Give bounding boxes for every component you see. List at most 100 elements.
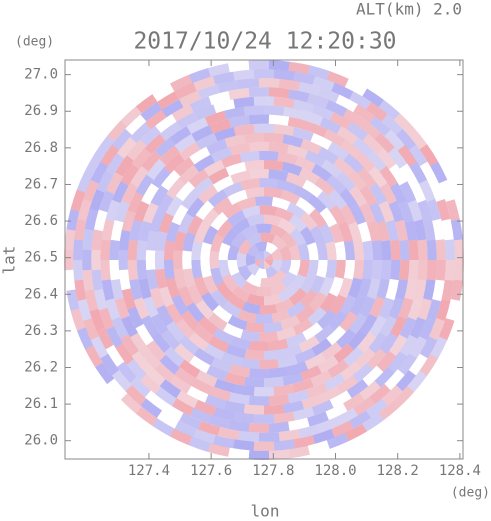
echo-cell	[109, 260, 120, 281]
echo-cell	[182, 268, 196, 288]
echo-cell	[349, 295, 367, 316]
echo-cell	[218, 260, 231, 278]
x-axis-label: lon	[251, 502, 280, 521]
echo-cell	[379, 182, 397, 205]
echo-cell	[423, 219, 436, 241]
echo-cell	[273, 411, 295, 424]
echo-cell	[311, 338, 332, 357]
echo-cell	[249, 141, 269, 152]
echo-cell	[429, 318, 445, 341]
echo-cell	[299, 211, 318, 231]
echo-cell	[293, 99, 315, 113]
echo-cell	[327, 359, 349, 379]
echo-cell	[193, 154, 215, 173]
echo-cell	[311, 399, 334, 416]
echo-cell	[191, 260, 203, 279]
echo-cell	[292, 184, 313, 202]
x-tick-label: 127.4	[128, 463, 170, 479]
echo-cell	[311, 104, 334, 121]
echo-cell	[275, 298, 294, 313]
echo-cell	[436, 199, 451, 221]
echo-cell	[193, 324, 214, 344]
echo-cell	[408, 239, 419, 260]
echo-cell	[306, 121, 328, 138]
echo-cell	[371, 240, 383, 260]
echo-cell	[204, 110, 227, 126]
x-tick-label: 128.2	[377, 463, 419, 479]
echo-cell	[163, 260, 175, 280]
echo-cell	[369, 116, 391, 137]
echo-cell	[299, 289, 318, 309]
echo-cell	[207, 189, 228, 208]
echo-cell	[357, 221, 372, 243]
echo-cell	[329, 223, 344, 244]
echo-cell	[105, 172, 124, 194]
echo-cell	[179, 141, 201, 161]
echo-cell	[188, 169, 209, 188]
echo-cell	[388, 200, 404, 223]
echo-cell	[438, 179, 455, 202]
echo-cell	[171, 104, 194, 122]
echo-cell	[105, 153, 125, 176]
echo-cell	[436, 299, 451, 321]
echo-cell	[445, 299, 460, 321]
echo-cell	[121, 210, 136, 232]
echo-cell	[293, 435, 316, 449]
echo-cell	[248, 114, 270, 125]
echo-cell	[231, 231, 247, 249]
echo-cell	[189, 96, 212, 113]
echo-cell	[426, 260, 437, 281]
echo-cell	[255, 286, 273, 297]
echo-cell	[84, 208, 99, 231]
echo-cell	[357, 167, 377, 189]
echo-cell	[352, 362, 374, 383]
echo-cell	[105, 344, 125, 367]
echo-cell	[279, 260, 292, 275]
echo-cell	[326, 174, 347, 195]
echo-cell	[212, 435, 235, 449]
echo-cell	[409, 161, 428, 184]
echo-cell	[243, 404, 264, 415]
echo-cell	[89, 308, 105, 331]
echo-cell	[240, 178, 260, 191]
echo-cell	[288, 244, 301, 260]
echo-cell	[376, 278, 390, 300]
echo-cell	[227, 315, 248, 331]
echo-cell	[208, 63, 230, 77]
echo-cell	[253, 69, 275, 79]
echo-cell	[231, 218, 251, 235]
echo-cell	[254, 253, 264, 260]
echo-cell	[191, 125, 213, 142]
echo-cell	[174, 134, 196, 153]
echo-cell	[228, 88, 250, 100]
echo-cell	[271, 248, 283, 260]
echo-cell	[374, 366, 395, 388]
echo-cell	[329, 111, 352, 130]
echo-cell	[273, 124, 295, 136]
echo-cell	[130, 332, 149, 355]
echo-cell	[362, 88, 384, 108]
echo-cell	[268, 169, 289, 182]
echo-cell	[326, 325, 347, 346]
echo-cell	[307, 260, 319, 278]
echo-cell	[319, 223, 335, 244]
echo-cell	[115, 343, 134, 365]
echo-cell	[417, 260, 428, 281]
echo-cell	[299, 274, 316, 294]
echo-cell	[366, 102, 388, 122]
echo-cell	[298, 335, 320, 353]
echo-cell	[270, 224, 287, 239]
echo-cell	[154, 137, 176, 158]
echo-cell	[203, 343, 225, 361]
echo-cell	[129, 279, 143, 301]
echo-cell	[376, 148, 397, 170]
echo-cell	[200, 242, 212, 260]
echo-cell	[248, 87, 270, 97]
echo-cell	[173, 231, 187, 252]
echo-cell	[282, 372, 304, 386]
echo-cell	[150, 185, 169, 207]
echo-cell	[151, 167, 171, 189]
echo-cell	[432, 279, 445, 302]
echo-cell	[343, 240, 355, 260]
echo-cell	[258, 432, 280, 442]
